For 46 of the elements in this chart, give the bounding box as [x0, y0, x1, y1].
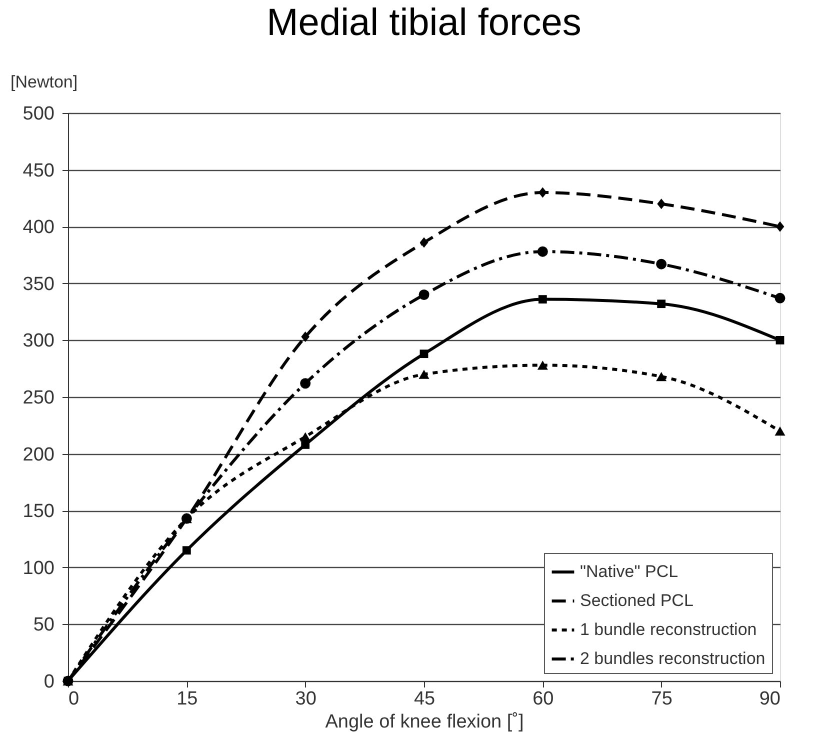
chart-title: Medial tibial forces: [266, 2, 582, 44]
legend-label: 1 bundle reconstruction: [580, 620, 757, 639]
point: [537, 246, 548, 257]
point: [418, 370, 430, 379]
x-tick-label: 90: [759, 688, 780, 710]
point: [301, 332, 310, 342]
x-axis-title: Angle of knee flexion [˚]: [325, 712, 524, 732]
y-tick-label: 500: [22, 104, 54, 124]
y-tick-label: 350: [22, 274, 54, 295]
y-tick-label: 200: [22, 444, 54, 466]
point: [300, 432, 311, 442]
x-tick-label: 75: [651, 688, 672, 710]
point: [776, 221, 784, 232]
point: [774, 426, 786, 436]
legend-label: Sectioned PCL: [580, 591, 694, 610]
point: [774, 292, 786, 304]
point: [420, 237, 428, 248]
point: [301, 440, 310, 449]
y-tick-label: 250: [22, 388, 54, 408]
y-tick-label: 300: [22, 330, 54, 352]
y-tick-label: 400: [22, 217, 54, 238]
x-tick-label: 60: [532, 688, 554, 710]
point: [418, 290, 430, 300]
y-tick-label: 100: [22, 558, 54, 579]
y-tick-label: 150: [22, 501, 54, 522]
point: [420, 350, 428, 358]
y-tick-label: 50: [33, 614, 54, 636]
x-tick-label: 15: [176, 688, 198, 710]
point: [657, 198, 666, 210]
x-tick-label: 30: [295, 688, 316, 710]
point: [537, 360, 548, 370]
y-tick-label: 0: [44, 672, 54, 692]
point: [300, 378, 311, 389]
point: [657, 300, 666, 308]
y-tick-label: 450: [22, 160, 54, 182]
legend-label: 2 bundles reconstruction: [580, 649, 766, 668]
point: [776, 336, 784, 344]
legend-label: "Native" PCL: [580, 562, 678, 581]
y-axis-title: [Newton]: [10, 72, 78, 92]
point: [656, 258, 667, 270]
point: [656, 372, 667, 382]
point: [538, 187, 547, 198]
point: [538, 295, 547, 304]
x-tick-label: 0: [68, 688, 80, 710]
point: [182, 546, 191, 555]
x-tick-label: 45: [414, 688, 436, 710]
